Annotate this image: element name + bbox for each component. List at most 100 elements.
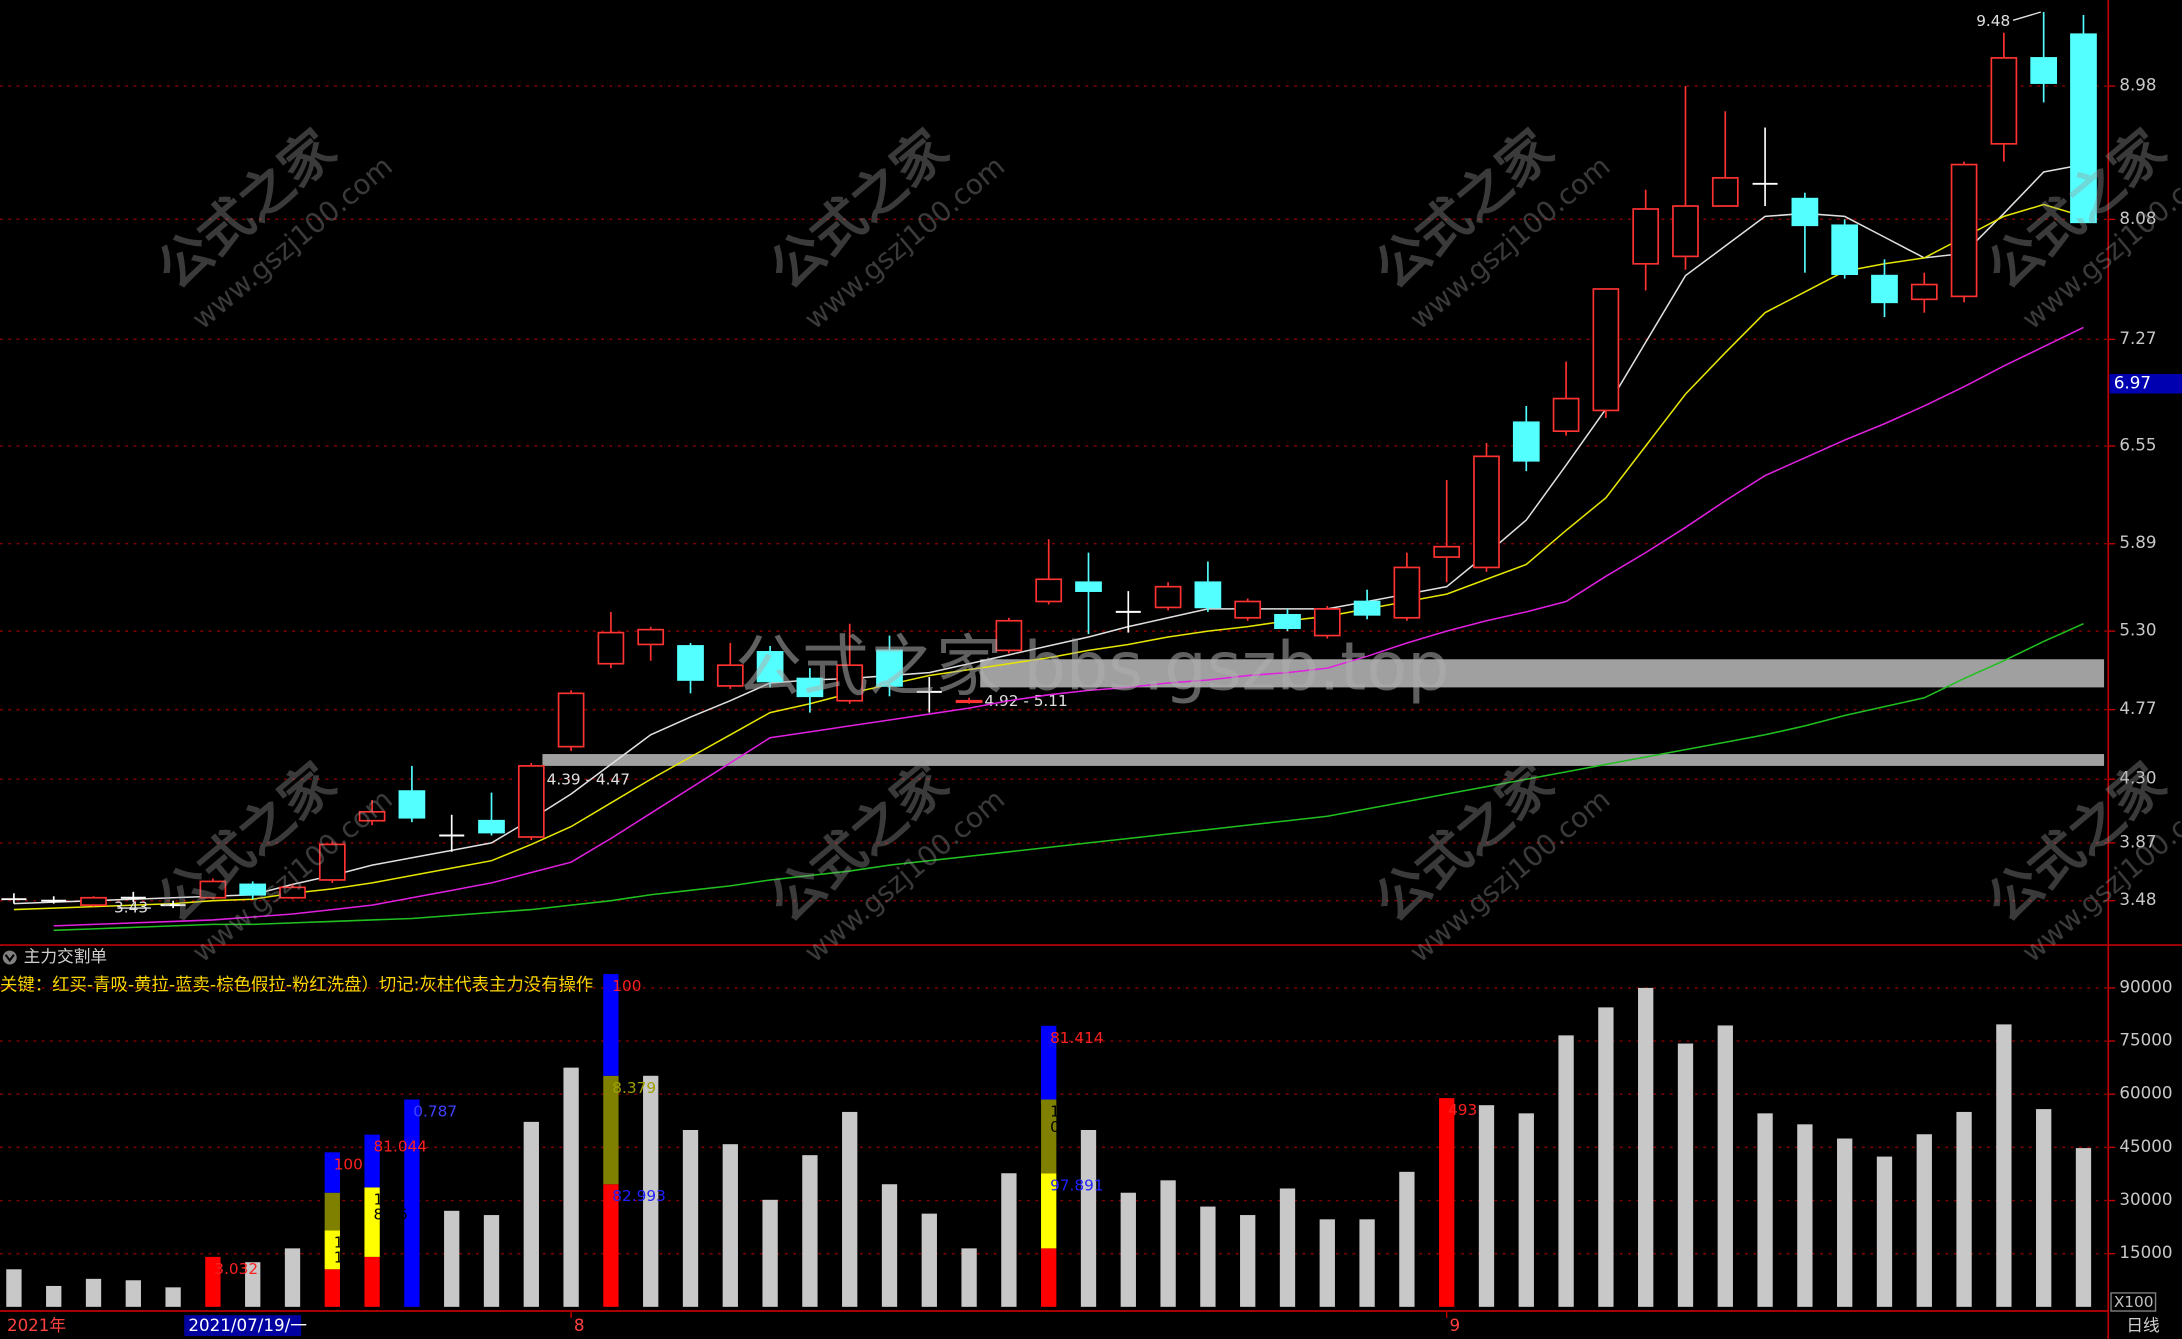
volume-bar (1439, 1098, 1455, 1307)
bar-annotation: 493 (1448, 1101, 1477, 1119)
candle-body (2030, 57, 2058, 84)
y-tick-label: 6.55 (2119, 435, 2156, 454)
bar-annotation: 3.032 (214, 1260, 258, 1278)
volume-bar (1916, 1134, 1932, 1307)
candle-body (1831, 224, 1859, 275)
x-tick-label: 9 (1449, 1316, 1460, 1335)
volume-bar (1041, 1248, 1057, 1307)
volume-bar (1041, 1025, 1057, 1100)
candle-body (478, 819, 505, 834)
moving-average-line (53, 623, 2084, 932)
candle-body (1194, 581, 1222, 609)
volume-bar (563, 1067, 579, 1307)
candle-body (1075, 581, 1102, 592)
candle-body (796, 677, 824, 698)
volume-bar (205, 1256, 221, 1307)
candle-body (1592, 288, 1620, 412)
volume-bar (1876, 1156, 1893, 1307)
volume-bar (1240, 1215, 1256, 1307)
volume-bar (1677, 1043, 1694, 1307)
volume-bar (682, 1130, 699, 1307)
bar-annotation: 0.787 (413, 1103, 457, 1121)
date-highlight (184, 1315, 302, 1337)
bar-annotation: 8.379 (612, 1079, 656, 1097)
candle-body (995, 619, 1023, 652)
y-tick-label: 7.27 (2119, 329, 2156, 348)
volume-bar (324, 1152, 340, 1193)
bar-annotation: 100 (374, 1190, 403, 1208)
moving-average-line (13, 203, 2084, 911)
candle-body (557, 692, 585, 748)
volume-bar (1797, 1124, 1813, 1307)
bar-annotation: 00 (1050, 1118, 1069, 1136)
candle-body (199, 880, 227, 899)
zone-label: 4.92 - 5.11 (984, 692, 1067, 710)
volume-bar (1359, 1219, 1375, 1307)
year-label: 2021年 (7, 1316, 66, 1335)
volume-bar (1001, 1173, 1017, 1307)
candle-body (637, 628, 665, 646)
candle-body (1393, 566, 1421, 619)
y-tick-label: 5.30 (2119, 621, 2156, 640)
volume-bar (1558, 1035, 1574, 1307)
y-tick-label: 90000 (2119, 977, 2172, 996)
volume-bar (1956, 1111, 1972, 1307)
candle-body (955, 699, 983, 704)
candle-body (716, 664, 744, 687)
candle-body (1910, 283, 1938, 301)
volume-bar (324, 1192, 340, 1231)
volume-bar (1638, 987, 1654, 1307)
panel-title: 主力交割单 (24, 947, 107, 966)
banner-watermark: 公式之家 bbs.gszb.top (735, 627, 1449, 705)
y-tick-label: 60000 (2119, 1084, 2172, 1103)
y-tick-label: 4.77 (2119, 699, 2156, 718)
candle-body (239, 883, 267, 896)
volume-bar (1717, 1025, 1733, 1307)
candle-body (80, 896, 107, 906)
bar-annotation: 100 (334, 1155, 363, 1173)
moving-average-line (13, 163, 2084, 905)
bar-annotation: 100 (612, 977, 641, 995)
volume-bar (722, 1144, 738, 1307)
high-label: 9.48 (1976, 12, 2010, 30)
volume-bar (842, 1111, 858, 1307)
volume-bar (364, 1134, 380, 1188)
high-pointer (2012, 11, 2042, 22)
volume-bar (1598, 1007, 1614, 1307)
candle-body (358, 810, 386, 822)
volume-bar (603, 1184, 619, 1307)
candle-body (517, 765, 545, 838)
volume-bar (523, 1121, 539, 1307)
candle-body (318, 843, 346, 881)
bar-annotation: 81.414 (1050, 1029, 1104, 1047)
volume-bar (1518, 1113, 1534, 1307)
y-tick-label: 15000 (2119, 1243, 2172, 1262)
bar-annotation: 81.044 (374, 1138, 428, 1156)
y-tick-label: 45000 (2119, 1137, 2172, 1156)
volume-bar (324, 1230, 340, 1270)
period-label: 日线 (2126, 1316, 2160, 1335)
bar-annotation: 100 (334, 1233, 363, 1251)
volume-bar (1996, 1024, 2012, 1307)
volume-bar (444, 1210, 460, 1307)
bar-annotation: 82.993 (612, 1187, 666, 1205)
bar-annotation: 97.891 (1050, 1176, 1104, 1194)
panel-icon (2, 950, 17, 965)
volume-bar (85, 1278, 102, 1307)
volume-bar (1041, 1099, 1057, 1174)
support-zone (542, 754, 2105, 766)
candle-body (1672, 205, 1699, 258)
volume-bar (1080, 1130, 1097, 1307)
volume-bar (603, 1075, 619, 1185)
y-tick-label: 75000 (2119, 1031, 2172, 1050)
unit-box (2110, 1292, 2157, 1312)
volume-bar (1399, 1171, 1415, 1307)
candle-body (1791, 197, 1819, 227)
candle-body (1035, 578, 1063, 603)
candle-body (1313, 608, 1341, 637)
y-tick-label: 3.87 (2119, 832, 2156, 851)
candle-body (1274, 613, 1301, 629)
volume-bar (1120, 1192, 1136, 1307)
candle-body (677, 645, 704, 681)
